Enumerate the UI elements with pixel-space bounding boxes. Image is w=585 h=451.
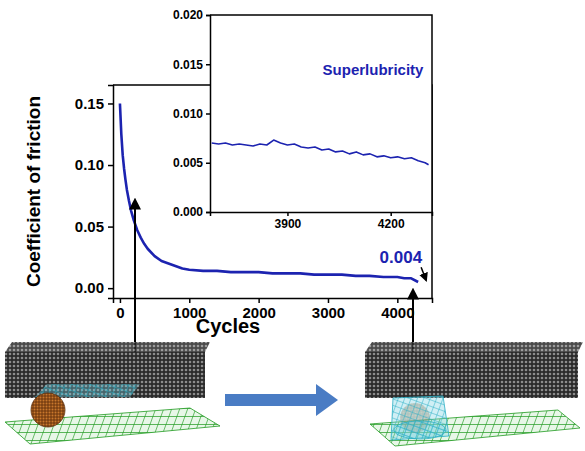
tick-label: 0.15 [75,95,104,112]
tick: 3000 [312,298,345,321]
simulation-after [365,342,583,446]
tick: 0.015 [173,58,210,72]
tick-label: 0.020 [173,8,203,22]
tick-mark [206,15,210,17]
axis-line [108,86,114,299]
tick-label: 4000 [381,304,414,321]
tick-label: 0.010 [173,107,203,121]
tick-label: 3900 [275,217,302,231]
plot-background [210,15,432,212]
slab-front [365,352,578,398]
tick-label: 0 [116,304,124,321]
plot-frame [210,15,432,212]
annotation-arrow [421,267,426,280]
chart-container: 010002000300040000.000.050.100.15CyclesC… [0,0,585,451]
axis-x: 01000200030004000 [114,298,433,321]
tick: 0.005 [173,156,210,170]
tick: 0.10 [75,156,113,173]
tick-mark [108,226,113,228]
tick-mark [206,64,210,66]
tick: 0.000 [173,205,210,219]
data-line [212,140,429,165]
axis-line [211,213,433,217]
series-group [212,140,429,165]
tick-label: 0.015 [173,58,203,72]
tick-mark [108,165,113,167]
tick: 0.020 [173,8,210,22]
slab-front [5,352,205,398]
tick: 4000 [381,298,414,321]
tick-mark [287,212,289,216]
tick: 4200 [378,212,405,231]
axis-y: 0.00 0.05 0.10 0.15 [75,86,114,299]
tick: 0 [116,298,124,321]
transition-arrow [225,384,338,416]
inset-plot: 3900 4200 0.000 0.005 0.010 0.015 0.020 [173,8,433,230]
axis-line [206,16,211,213]
tick-mark [397,298,399,303]
x-axis-title: Cycles [196,315,261,337]
tick-mark [328,298,330,303]
tick: 0.05 [75,218,113,235]
annotation: Superlubricity [323,61,425,78]
tick-mark [390,212,392,216]
axis-line [114,299,433,304]
nanoparticle [31,393,65,427]
nanoscroll-end [394,421,446,439]
tick: 0.15 [75,95,113,112]
tick: 0.010 [173,107,210,121]
tick-label: 0.05 [75,218,104,235]
tick-mark [189,298,191,303]
tick-mark [206,163,210,165]
tick-label: 0.10 [75,156,104,173]
tick-mark [108,103,113,105]
axis-y: 0.000 0.005 0.010 0.015 0.020 [173,8,211,219]
tick-label: 0.000 [173,205,203,219]
tick-mark [120,298,122,303]
axis-x: 3900 4200 [211,212,433,231]
y-axis-title: Coefficient of friction [23,96,44,287]
slab-top [5,342,210,352]
tick: 3900 [275,212,302,231]
tick-mark [108,288,113,290]
annotation: 0.004 [380,248,423,267]
tick-mark [258,298,260,303]
tick-label: 0.00 [75,279,104,296]
chart-svg: 010002000300040000.000.050.100.15CyclesC… [0,0,585,451]
tick: 0.00 [75,279,113,296]
tick-mark [206,113,210,115]
tick-label: 4200 [378,217,405,231]
nanoscroll [391,396,449,440]
tick-label: 0.005 [173,156,203,170]
tick-mark [206,212,210,214]
tick-label: 3000 [312,304,345,321]
slab-top [365,342,583,352]
simulation-before [5,342,220,444]
